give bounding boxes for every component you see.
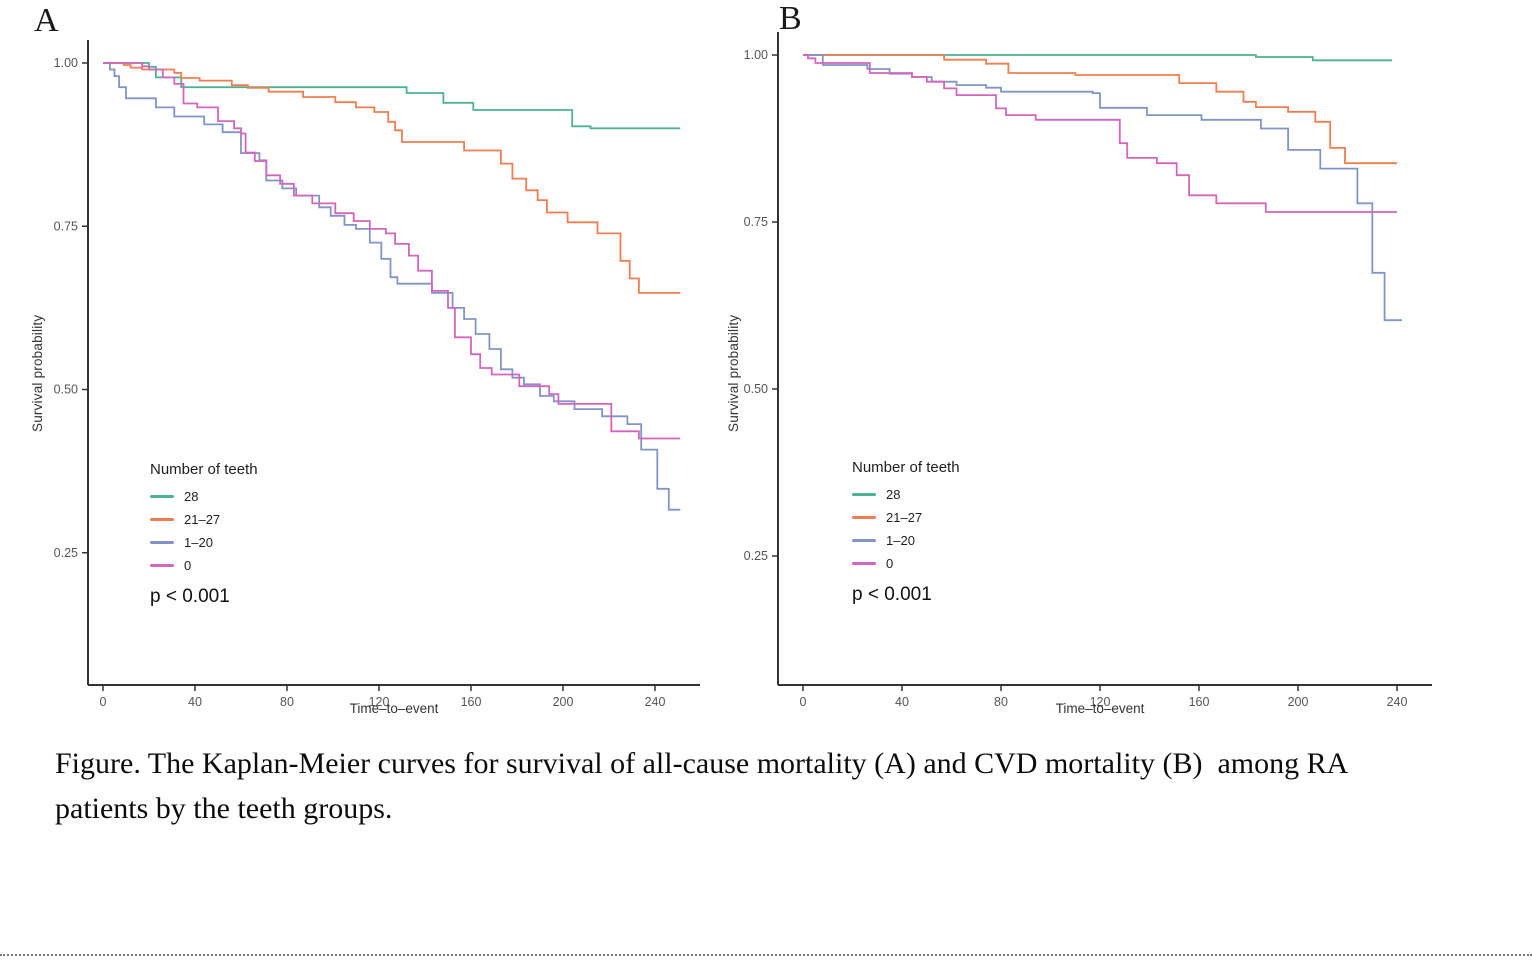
legend-item-0-b: 0: [852, 556, 960, 571]
legend-item-28-b: 28: [852, 487, 960, 502]
x-tick-label-B: 80: [994, 695, 1008, 709]
x-tick-label-A: 0: [100, 695, 107, 709]
y-tick-label-A: 1.00: [54, 56, 78, 70]
legend-item-28-a: 28: [150, 489, 258, 504]
panel-label-b: B: [779, 0, 802, 37]
legend-swatch-0-a: [150, 564, 174, 567]
legend-item-21-27-b: 21–27: [852, 510, 960, 525]
legend-item-0-a: 0: [150, 558, 258, 573]
legend-swatch-21-27-b: [852, 516, 876, 519]
y-tick-label-B: 0.25: [744, 549, 768, 563]
legend-label-21-27-b: 21–27: [886, 510, 923, 525]
km-curve-A-teeth-1–20: [103, 62, 681, 511]
x-tick-label-A: 160: [461, 695, 482, 709]
y-tick-label-A: 0.75: [54, 219, 78, 233]
y-tick-label-B: 0.75: [744, 215, 768, 229]
legend-label-28-a: 28: [184, 489, 199, 504]
p-value-b: p < 0.001: [852, 584, 932, 605]
panel-label-a: A: [34, 2, 59, 39]
y-tick-label-B: 1.00: [744, 48, 768, 62]
x-axis-label-a: Time–to–event: [349, 701, 439, 716]
x-tick-label-A: 240: [645, 695, 666, 709]
x-tick-label-B: 240: [1387, 695, 1408, 709]
legend-panel-b: Number of teeth 28 21–27 1–20 0 p < 0.00…: [852, 459, 960, 606]
legend-title-b: Number of teeth: [852, 459, 960, 476]
y-tick-label-A: 0.25: [54, 546, 78, 560]
x-tick-label-B: 40: [895, 695, 909, 709]
legend-swatch-21-27-a: [150, 518, 174, 521]
legend-label-0-b: 0: [886, 556, 894, 571]
legend-item-1-20-a: 1–20: [150, 535, 258, 550]
legend-title-a: Number of teeth: [150, 461, 258, 478]
legend-swatch-1-20-a: [150, 541, 174, 544]
x-tick-label-B: 200: [1288, 695, 1309, 709]
p-value-a: p < 0.001: [150, 586, 230, 607]
x-tick-label-B: 0: [800, 695, 807, 709]
km-curve-A-teeth-28: [103, 62, 681, 130]
caption-line-1: Figure. The Kaplan-Meier curves for surv…: [55, 747, 1349, 780]
x-tick-label-B: 120: [1090, 695, 1111, 709]
x-axis-label-b: Time–to–event: [1055, 701, 1145, 716]
km-curve-A-teeth-21–27: [103, 62, 681, 294]
x-tick-label-A: 80: [280, 695, 294, 709]
legend-label-0-a: 0: [184, 558, 192, 573]
legend-swatch-28-a: [150, 495, 174, 498]
y-axis-label-a: Survival probability: [30, 314, 45, 432]
x-tick-label-A: 40: [188, 695, 202, 709]
legend-label-21-27-a: 21–27: [184, 512, 221, 527]
y-tick-label-B: 0.50: [744, 382, 768, 396]
legend-item-21-27-a: 21–27: [150, 512, 258, 527]
y-axis-label-b: Survival probability: [726, 314, 741, 432]
figure-caption: Figure. The Kaplan-Meier curves for surv…: [55, 741, 1505, 831]
km-curve-B-teeth-1–20: [803, 54, 1402, 322]
x-tick-label-B: 160: [1189, 695, 1210, 709]
legend-swatch-1-20-b: [852, 539, 876, 542]
km-curve-B-teeth-0: [803, 54, 1397, 213]
y-tick-label-A: 0.50: [54, 383, 78, 397]
legend-label-28-b: 28: [886, 487, 901, 502]
x-tick-label-A: 200: [553, 695, 574, 709]
legend-item-1-20-b: 1–20: [852, 533, 960, 548]
km-curve-A-teeth-0: [103, 62, 681, 440]
legend-swatch-0-b: [852, 562, 876, 565]
caption-line-2: patients by the teeth groups.: [55, 792, 393, 825]
bottom-divider: [0, 954, 1532, 956]
x-tick-label-A: 120: [369, 695, 390, 709]
legend-label-1-20-a: 1–20: [184, 535, 213, 550]
legend-panel-a: Number of teeth 28 21–27 1–20 0 p < 0.00…: [150, 461, 258, 608]
km-curve-B-teeth-21–27: [803, 54, 1397, 165]
legend-label-1-20-b: 1–20: [886, 533, 915, 548]
km-curve-B-teeth-28: [803, 54, 1393, 62]
legend-swatch-28-b: [852, 493, 876, 496]
